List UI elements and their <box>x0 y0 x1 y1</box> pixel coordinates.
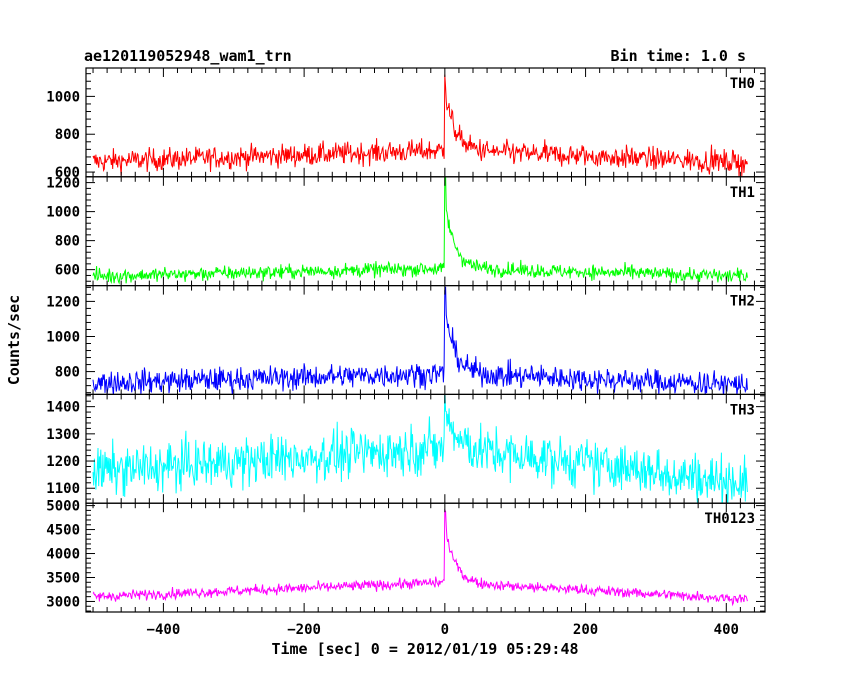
series-line-th1 <box>92 176 748 285</box>
panel-label-th2: TH2 <box>730 294 755 310</box>
y-tick-label: 800 <box>55 234 80 250</box>
series-line-th3 <box>92 394 748 504</box>
y-tick-label: 1200 <box>46 176 80 192</box>
x-tick-label: −200 <box>287 622 321 638</box>
y-tick-label: 800 <box>55 127 80 143</box>
y-tick-label: 600 <box>55 165 80 181</box>
x-tick-label: 0 <box>441 622 449 638</box>
panel-label-th0123: TH0123 <box>704 511 755 527</box>
x-axis: −400 −200 0 200 400 <box>147 622 739 638</box>
panel-label-th3: TH3 <box>730 402 755 418</box>
y-axis-title: Counts/sec <box>5 295 23 385</box>
series-line-th0 <box>92 74 748 177</box>
y-tick-label: 600 <box>55 263 80 279</box>
x-axis-title: Time [sec] 0 = 2012/01/19 05:29:48 <box>271 640 578 658</box>
y-tick-label: 1000 <box>46 205 80 221</box>
panel-th2: 800 1000 1200 TH2 <box>46 285 766 396</box>
y-tick-label: 1000 <box>46 329 80 345</box>
y-tick-label: 1000 <box>46 89 80 105</box>
y-tick-label: 3500 <box>46 570 80 586</box>
y-tick-label: 1200 <box>46 294 80 310</box>
panel-th0: 600 800 1000 TH0 <box>46 67 766 181</box>
panels-group: 600 800 1000 TH0 600 800 1000 1200 TH1 800 1000 120… <box>46 67 766 613</box>
y-tick-label: 4500 <box>46 523 80 539</box>
panel-frame <box>85 502 766 613</box>
panel-label-th0: TH0 <box>730 76 755 92</box>
series-line-th0123 <box>92 508 748 607</box>
panel-th3: 1100 1200 1300 1400 TH3 <box>46 393 766 504</box>
y-tick-label: 3000 <box>46 594 80 610</box>
x-tick-label: 400 <box>714 622 739 638</box>
observation-id-title: ae120119052948_wam1_trn <box>84 47 292 65</box>
x-tick-label: 200 <box>573 622 598 638</box>
x-tick-label: −400 <box>147 622 181 638</box>
panel-th0123: 3000 3500 4000 4500 5000 TH0123 <box>46 499 766 613</box>
y-tick-label: 5000 <box>46 499 80 515</box>
y-tick-label: 1200 <box>46 454 80 470</box>
panel-th1: 600 800 1000 1200 TH1 <box>46 176 766 287</box>
y-tick-label: 4000 <box>46 547 80 563</box>
y-tick-label: 1300 <box>46 427 80 443</box>
bin-time-label: Bin time: 1.0 s <box>611 47 746 65</box>
panel-label-th1: TH1 <box>730 185 755 201</box>
series-line-th2 <box>92 286 748 395</box>
y-tick-label: 1400 <box>46 400 80 416</box>
y-tick-label: 800 <box>55 365 80 381</box>
y-tick-label: 1100 <box>46 481 80 497</box>
